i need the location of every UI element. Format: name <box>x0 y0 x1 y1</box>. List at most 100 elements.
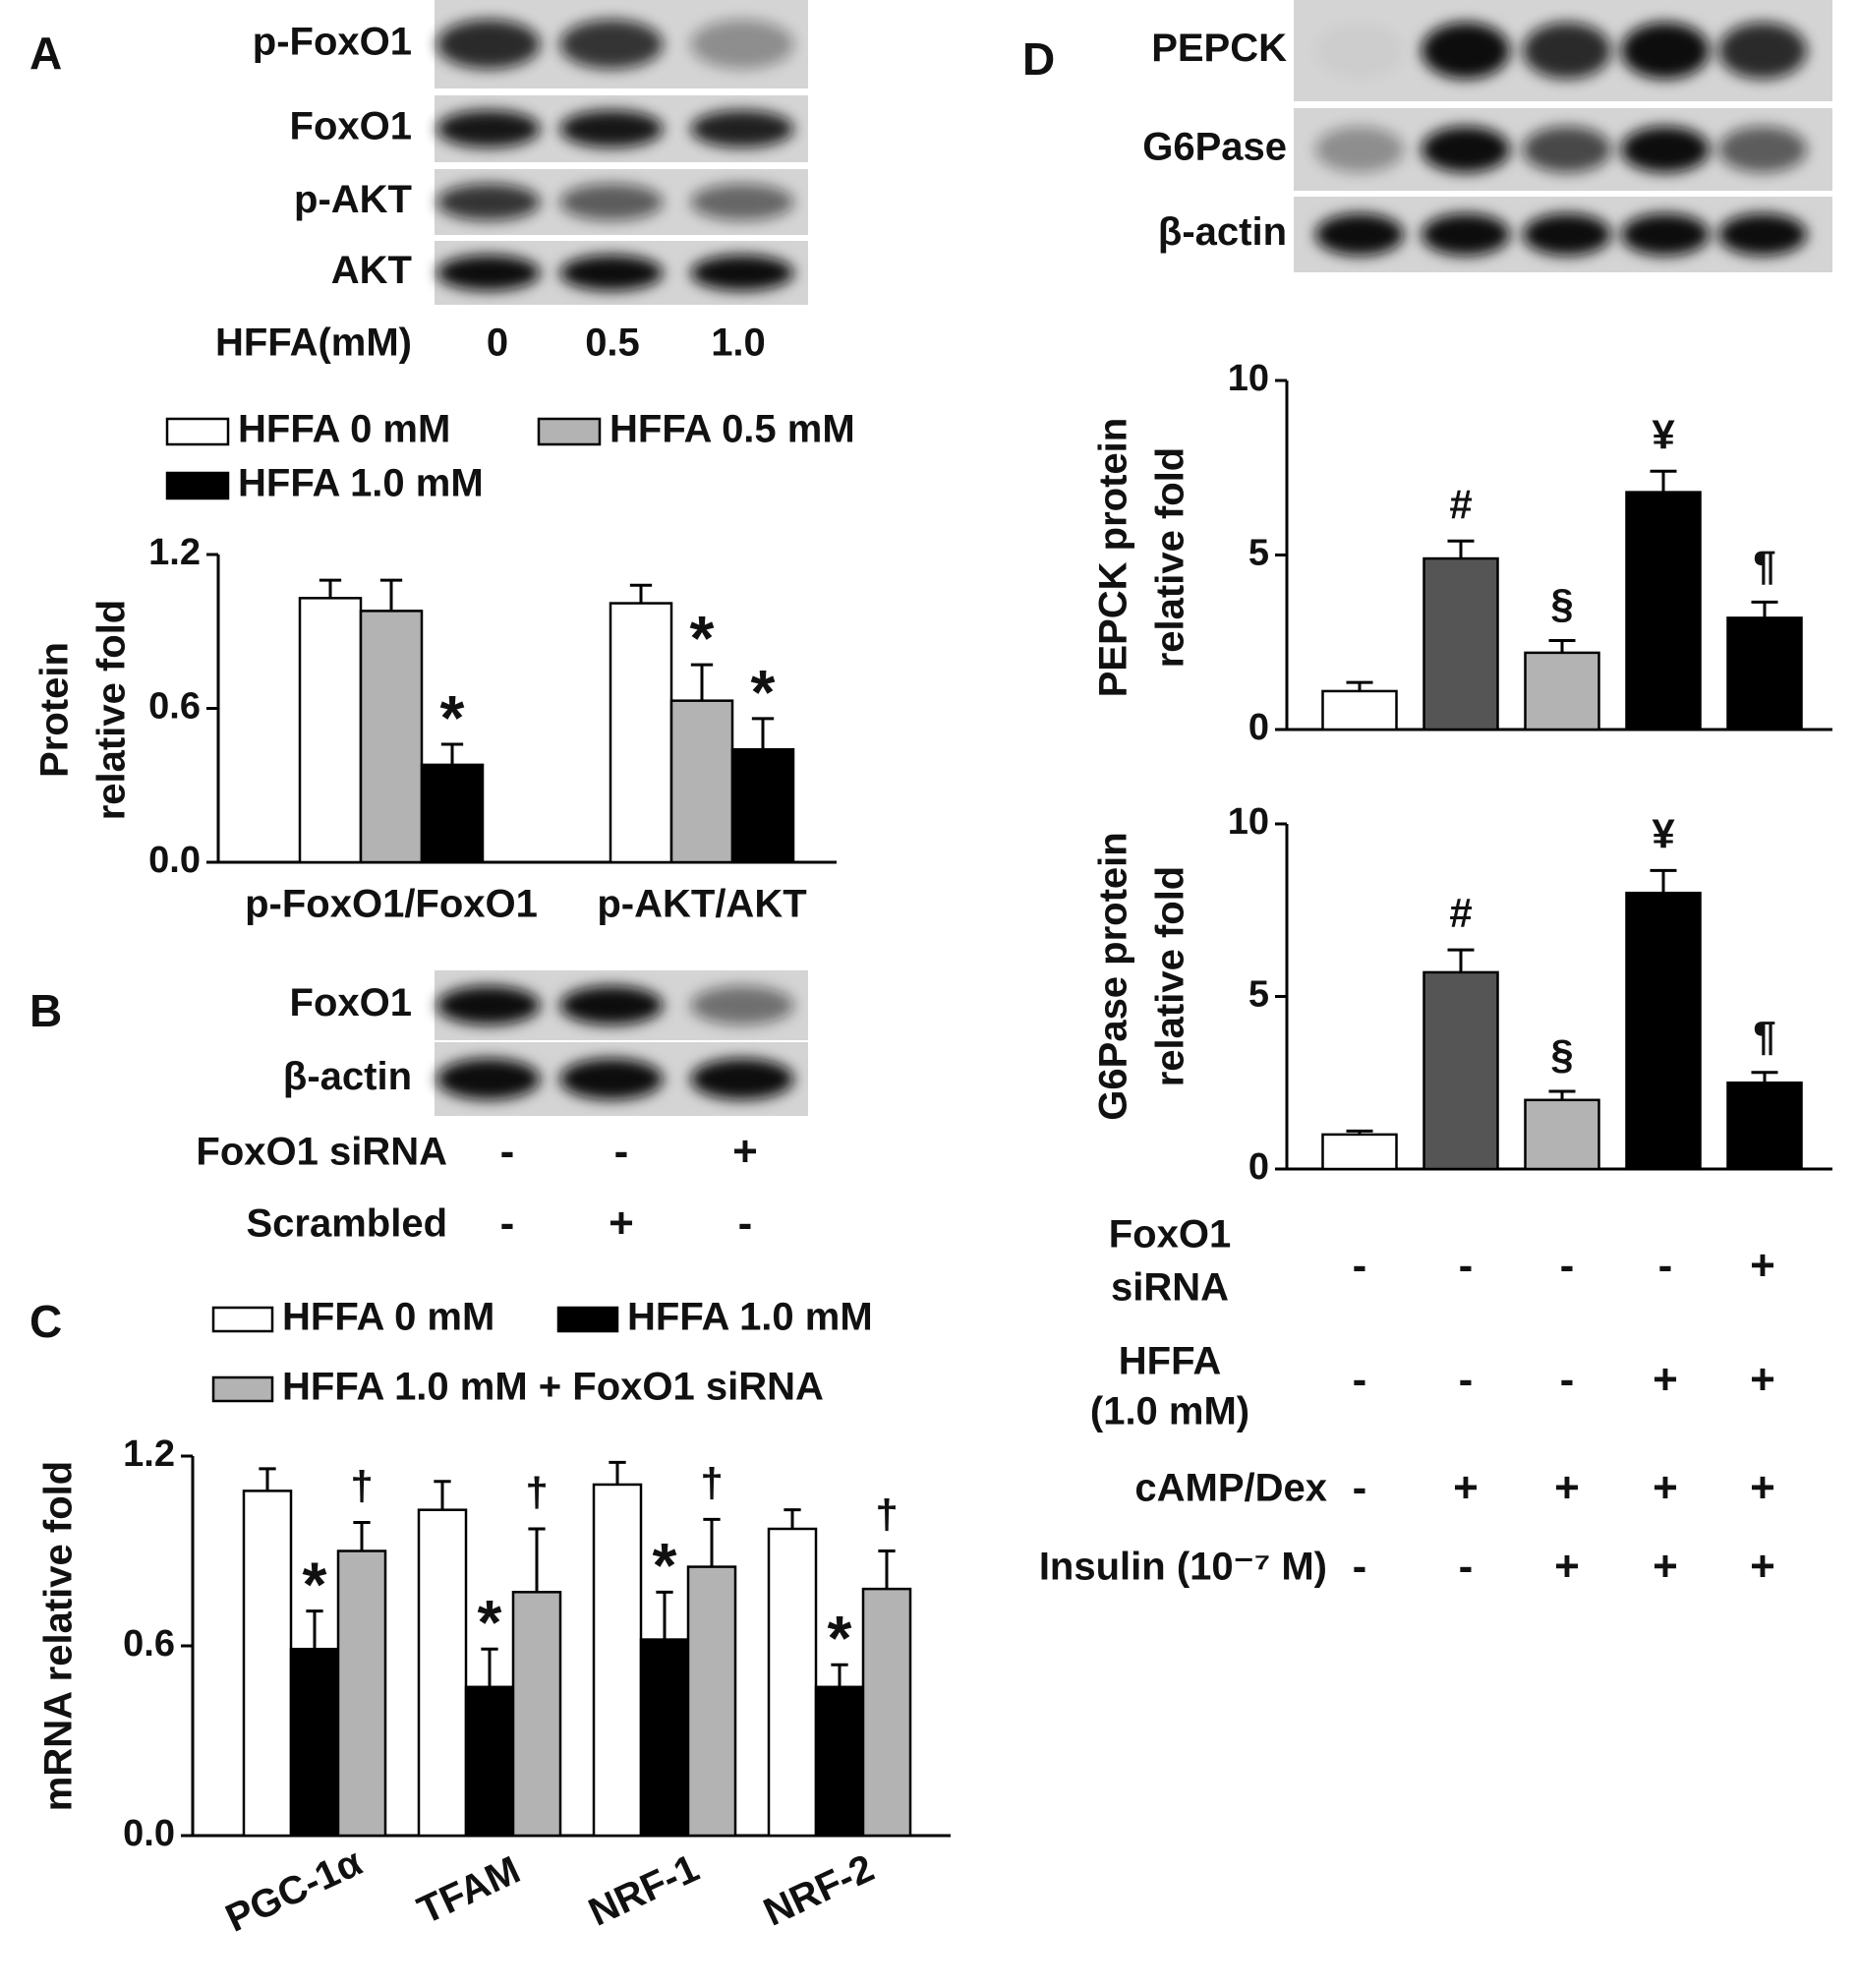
condition-sign: - <box>1353 1543 1367 1591</box>
blot-row-label: G6Pase <box>1142 126 1287 169</box>
blot-band <box>436 183 541 221</box>
bar <box>592 1483 643 1838</box>
blot-band <box>1422 22 1510 80</box>
condition-label: FoxO1 <box>1109 1213 1231 1257</box>
significance-marker: † <box>350 1463 373 1509</box>
condition-sign: + <box>609 1199 634 1248</box>
y-tick-label: 0.0 <box>123 1813 175 1854</box>
blot-row-label: p-AKT <box>294 178 412 221</box>
condition-sign: + <box>1653 1543 1678 1591</box>
blot-band <box>690 183 794 221</box>
condition-sign: - <box>1658 1242 1673 1290</box>
blot-band <box>690 19 794 70</box>
significance-marker: § <box>1550 1031 1573 1078</box>
bar <box>511 1591 562 1838</box>
panel-letter: B <box>29 985 62 1036</box>
blot-row-label: FoxO1 <box>290 105 412 148</box>
legend-label: HFFA 1.0 mM <box>238 462 484 505</box>
significance-marker: ¶ <box>1753 1013 1775 1059</box>
blot-band <box>436 985 541 1025</box>
condition-sign: + <box>1750 1543 1775 1591</box>
blot-band <box>559 1058 664 1100</box>
condition-sign: - <box>1560 1356 1575 1404</box>
panel-letter: D <box>1022 33 1055 85</box>
blot-band <box>1523 22 1611 80</box>
y-tick-label: 0 <box>1248 1146 1269 1188</box>
y-axis-label: Protein <box>33 642 77 778</box>
blot-band <box>1315 212 1404 257</box>
blot-band <box>559 985 664 1025</box>
blot-band <box>1523 126 1611 173</box>
legend-swatch <box>211 1306 274 1333</box>
condition-sign: - <box>1560 1242 1575 1290</box>
significance-marker: * <box>653 1530 677 1601</box>
condition-sign: + <box>1653 1356 1678 1404</box>
blot-band <box>1621 212 1710 257</box>
condition-sign: - <box>1353 1464 1367 1512</box>
blot-band <box>1718 22 1807 80</box>
bar <box>1524 651 1600 731</box>
blot-band <box>559 19 664 70</box>
condition-sign: + <box>732 1128 758 1176</box>
blot-row-label: AKT <box>331 249 412 292</box>
condition-label: siRNA <box>1111 1266 1229 1310</box>
condition-sign: - <box>1353 1242 1367 1290</box>
lane-header: HFFA(mM) <box>215 322 412 365</box>
blot-row-label: p-FoxO1 <box>253 21 412 64</box>
legend-swatch <box>537 417 602 446</box>
blot-band <box>436 109 541 148</box>
condition-sign: - <box>614 1128 629 1176</box>
bar <box>1321 1133 1398 1171</box>
significance-marker: ¥ <box>1652 810 1675 856</box>
blot-row-label: β-actin <box>1158 210 1287 254</box>
bar <box>1423 970 1499 1171</box>
x-tick-label: NRF-2 <box>757 1846 880 1935</box>
bar <box>730 747 795 864</box>
bar <box>1321 689 1398 731</box>
condition-sign: - <box>1459 1242 1474 1290</box>
y-tick-label: 1.2 <box>123 1433 175 1475</box>
bar <box>767 1527 818 1838</box>
y-tick-label: 0.6 <box>148 686 201 728</box>
blot-band <box>1621 22 1710 80</box>
bar <box>359 610 424 864</box>
blot-row-label: PEPCK <box>1151 27 1287 70</box>
y-axis-label: relative fold <box>90 600 134 821</box>
y-axis-label: mRNA relative fold <box>37 1461 81 1811</box>
bar <box>814 1685 865 1838</box>
condition-label: (1.0 mM) <box>1090 1390 1249 1433</box>
y-axis-label: relative fold <box>1149 866 1192 1087</box>
y-tick-label: 1.2 <box>148 532 201 573</box>
y-tick-label: 0.6 <box>123 1623 175 1665</box>
bar <box>289 1647 340 1838</box>
bar <box>420 763 485 864</box>
bar <box>1625 491 1702 731</box>
condition-label: cAMP/Dex <box>1134 1467 1327 1510</box>
bar <box>1423 556 1499 731</box>
y-tick-label: 10 <box>1228 801 1269 843</box>
blot-band <box>1315 126 1404 173</box>
condition-sign: + <box>1750 1464 1775 1512</box>
significance-marker: § <box>1550 581 1573 627</box>
blot-band <box>1422 126 1510 173</box>
significance-marker: † <box>525 1469 548 1515</box>
bar <box>669 699 734 864</box>
significance-marker: * <box>828 1603 852 1673</box>
condition-sign: + <box>1554 1464 1580 1512</box>
lane-label: 1.0 <box>711 322 766 365</box>
condition-sign: + <box>1653 1464 1678 1512</box>
lane-label: 0 <box>487 322 508 365</box>
condition-sign: + <box>1750 1242 1775 1290</box>
blot-band <box>559 183 664 221</box>
bar <box>1524 1098 1600 1171</box>
blot-band <box>1621 126 1710 173</box>
bar <box>417 1508 468 1838</box>
bar <box>686 1565 737 1838</box>
blot-row-label: β-actin <box>283 1055 412 1098</box>
blot-band <box>436 1058 541 1100</box>
significance-marker: * <box>690 603 715 673</box>
significance-marker: * <box>440 682 465 753</box>
significance-marker: † <box>700 1459 723 1505</box>
blot-band <box>690 109 794 148</box>
